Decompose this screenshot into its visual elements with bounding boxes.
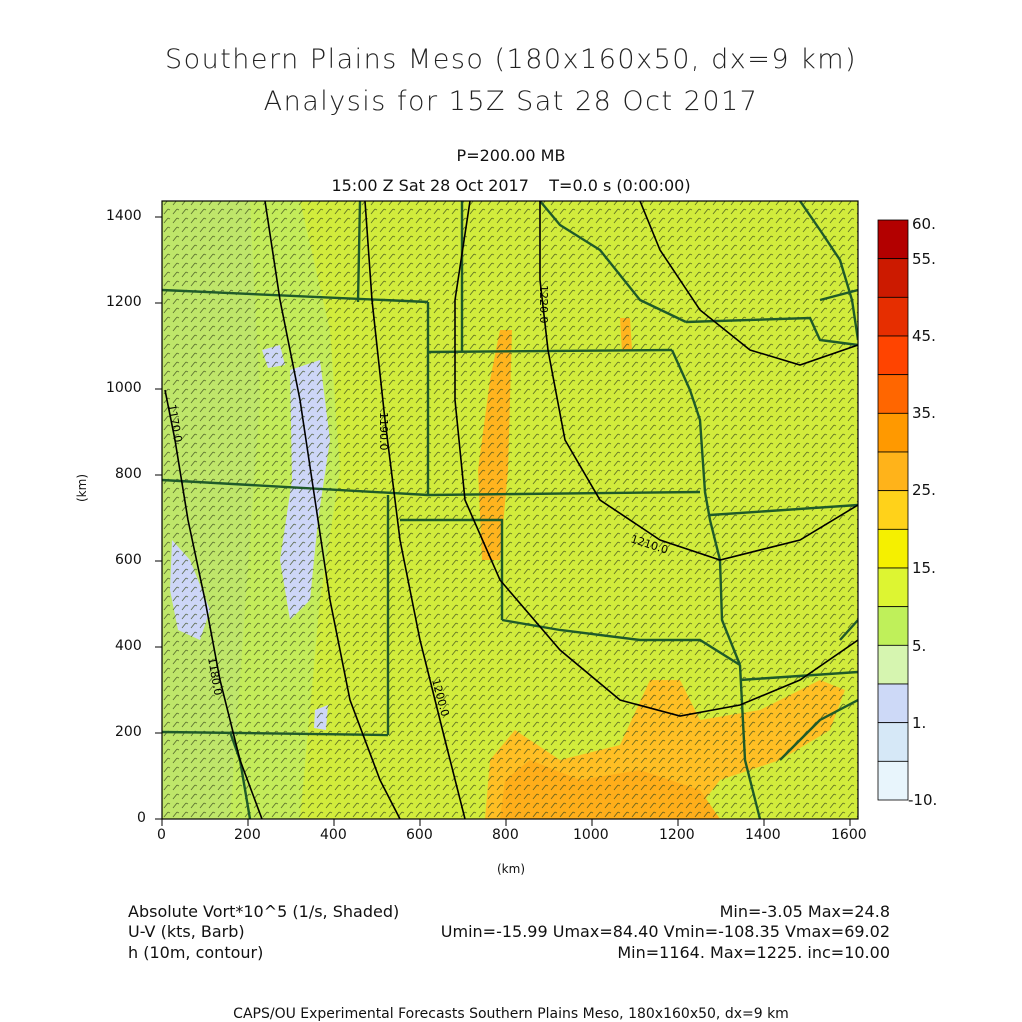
colorbar-swatch: [877, 296, 909, 337]
x-tick-label: 400: [320, 827, 347, 843]
x-axis-ticks: [161, 819, 851, 826]
field-barb-label: U-V (kts, Barb): [128, 922, 245, 941]
contour-1220: [639, 201, 858, 366]
field-barb-stats: Umin=-15.99 Umax=84.40 Vmin=-108.35 Vmax…: [440, 922, 890, 941]
field-shaded-label: Absolute Vort*10^5 (1/s, Shaded): [128, 902, 400, 921]
colorbar-label: 35.: [912, 404, 936, 422]
contour-1180: [264, 201, 401, 819]
y-tick-label: 1000: [106, 380, 142, 396]
colorbar-swatch: [877, 606, 909, 646]
x-tick-label: 200: [234, 827, 261, 843]
colorbar-swatch: [877, 374, 909, 414]
contour-label: 1220.0: [537, 285, 550, 324]
x-tick-label: 1600: [831, 827, 867, 843]
colorbar-label: 1.: [912, 714, 927, 732]
y-tick-label: 400: [115, 638, 142, 654]
colorbar-swatch: [877, 451, 909, 492]
colorbar-swatch: [877, 335, 909, 376]
field-contour-label: h (10m, contour): [128, 943, 264, 962]
valid-time: 15:00 Z Sat 28 Oct 2017 T=0.0 s (0:00:00…: [331, 176, 691, 195]
contour-label: 1190.0: [377, 412, 390, 451]
field-shaded-stats: Min=-3.05 Max=24.8: [719, 902, 890, 921]
colorbar-swatch: [877, 722, 909, 762]
y-axis-ticks: [155, 216, 162, 820]
colorbar-label: 55.: [912, 250, 936, 268]
colorbar-swatch: [877, 644, 909, 685]
plot-title-line2: Analysis for 15Z Sat 28 Oct 2017: [263, 86, 759, 117]
colorbar-swatch: [877, 219, 909, 260]
contour-1190: [364, 201, 466, 819]
pressure-level: P=200.00 MB: [456, 146, 566, 165]
colorbar-label: 15.: [912, 559, 936, 577]
y-tick-label: 0: [137, 810, 146, 826]
plot-frame: [161, 200, 859, 820]
contour-1200: [454, 201, 858, 717]
y-axis-label: (km): [75, 473, 89, 502]
x-tick-label: 800: [492, 827, 519, 843]
field-contour-stats: Min=1164. Max=1225. inc=10.00: [617, 943, 890, 962]
y-tick-label: 600: [115, 552, 142, 568]
colorbar-swatch: [877, 258, 909, 298]
colorbar-swatch: [877, 567, 909, 608]
state-boundaries: [162, 201, 858, 819]
colorbar-swatch: [877, 528, 909, 569]
x-tick-label: 1200: [659, 827, 695, 843]
y-tick-label: 200: [115, 724, 142, 740]
colorbar-label: 5.: [912, 637, 927, 655]
plot-title-line1: Southern Plains Meso (180x160x50, dx=9 k…: [164, 44, 858, 75]
colorbar-swatch: [877, 683, 909, 724]
x-axis-label: (km): [497, 862, 526, 876]
contour-1210: [539, 201, 858, 561]
colorbar-label: 60.: [912, 215, 936, 233]
colorbar-label: -10.: [908, 791, 938, 809]
y-tick-label: 1400: [106, 208, 142, 224]
x-tick-label: 1400: [745, 827, 781, 843]
colorbar-swatch: [877, 760, 909, 801]
colorbar-swatch: [877, 412, 909, 453]
x-tick-label: 600: [406, 827, 433, 843]
colorbar: [877, 219, 909, 801]
y-tick-label: 800: [115, 466, 142, 482]
colorbar-swatch: [877, 490, 909, 530]
credit-line: CAPS/OU Experimental Forecasts Southern …: [233, 1006, 789, 1022]
contour-1170: [164, 389, 263, 819]
x-tick-label: 0: [157, 827, 166, 843]
x-tick-label: 1000: [573, 827, 609, 843]
colorbar-label: 25.: [912, 481, 936, 499]
colorbar-label: 45.: [912, 327, 936, 345]
height-contours: [164, 201, 858, 819]
y-tick-label: 1200: [106, 294, 142, 310]
